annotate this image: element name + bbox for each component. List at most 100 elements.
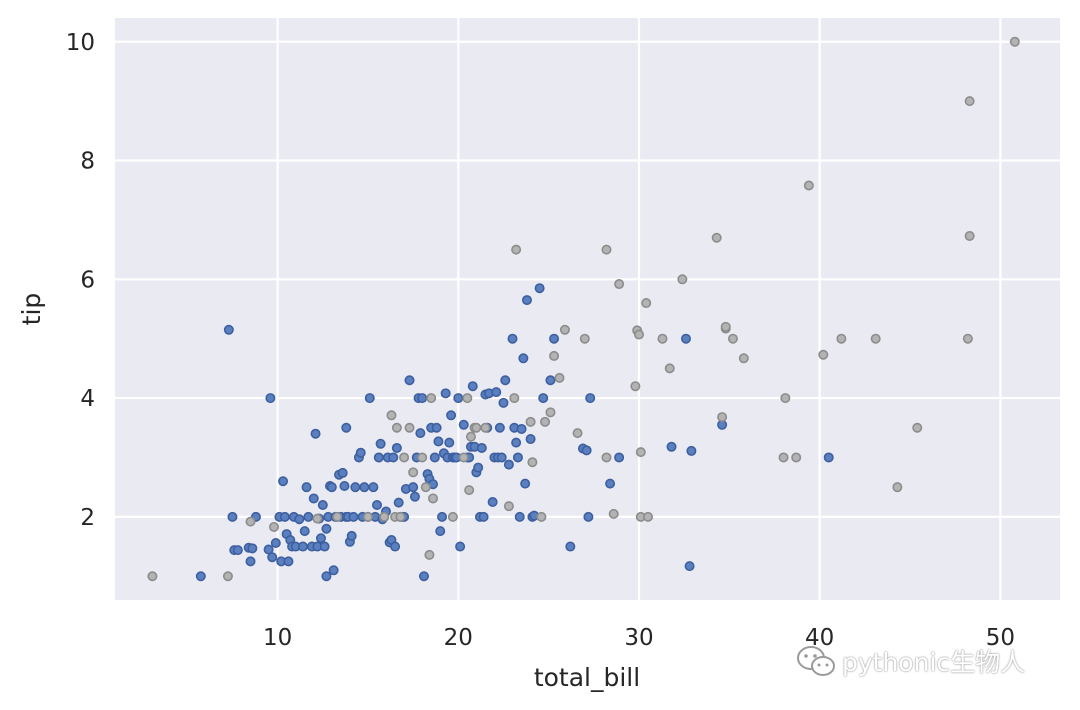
gray-data-point [420,482,431,493]
blue-data-point [315,533,326,544]
blue-data-point [467,381,478,392]
y-tick-label: 2 [80,505,95,531]
blue-data-point [227,511,238,522]
blue-data-point [278,476,289,487]
blue-data-point [417,393,428,404]
gray-data-point [803,180,814,191]
gray-data-point [643,511,654,522]
blue-data-point [388,452,399,463]
gray-data-point [657,333,668,344]
gray-data-point [717,412,728,423]
blue-data-point [487,497,498,508]
gray-data-point [536,511,547,522]
blue-data-point [375,438,386,449]
gray-data-point [426,393,437,404]
blue-data-point [308,493,319,504]
gray-data-point [549,350,560,361]
blue-data-point [507,333,518,344]
blue-data-point [247,543,258,554]
gray-data-point [614,279,625,290]
blue-data-point [321,571,332,582]
blue-data-point [418,571,429,582]
watermark: pythonic生物人 [796,641,1025,681]
blue-data-point [303,511,314,522]
gray-data-point [511,244,522,255]
blue-data-point [429,452,440,463]
gray-data-point [778,452,789,463]
blue-data-point [223,324,234,335]
gray-data-point [362,511,373,522]
data-points [147,36,1020,582]
blue-data-point [605,478,616,489]
blue-data-point [371,499,382,510]
gray-data-point [711,232,722,243]
blue-data-point [431,422,442,433]
blue-data-point [339,480,350,491]
blue-data-point [245,556,256,567]
blue-data-point [453,393,464,404]
blue-data-point [565,541,576,552]
gray-data-point [332,511,343,522]
blue-data-point [263,544,274,555]
gray-data-point [545,407,556,418]
blue-data-point [545,375,556,386]
blue-data-point [368,482,379,493]
gray-data-point [601,244,612,255]
blue-data-point [404,375,415,386]
blue-data-point [516,423,527,434]
blue-data-point [359,482,370,493]
blue-data-point [680,333,691,344]
gray-data-point [892,482,903,493]
gray-data-point [245,516,256,527]
blue-data-point [494,422,505,433]
gray-data-point [395,511,406,522]
gray-data-point [404,422,415,433]
blue-data-point [415,428,426,439]
x-tick-label: 10 [263,625,292,651]
blue-data-point [496,452,507,463]
gray-data-point [417,452,428,463]
gray-data-point [399,452,410,463]
blue-data-point [409,491,420,502]
blue-data-point [585,393,596,404]
blue-data-point [267,552,278,563]
blue-data-point [341,422,352,433]
gray-data-point [503,501,514,512]
blue-data-point [534,283,545,294]
gray-data-point [630,381,641,392]
blue-data-point [614,452,625,463]
blue-data-point [283,556,294,567]
blue-data-point [455,541,466,552]
blue-data-point [348,511,359,522]
gray-data-point [601,452,612,463]
gray-data-point [572,428,583,439]
gray-data-point [964,96,975,107]
blue-data-point [538,393,549,404]
blue-data-point [684,561,695,572]
gray-data-point [608,508,619,519]
y-axis-label: tip [17,293,46,326]
blue-data-point [270,537,281,548]
x-tick-label: 30 [624,625,653,651]
gray-data-point [386,410,397,421]
blue-data-point [393,497,404,508]
gray-data-point [509,393,520,404]
gray-data-point [391,422,402,433]
blue-data-point [491,387,502,398]
blue-data-point [435,526,446,537]
blue-data-point [279,511,290,522]
blue-data-point [299,526,310,537]
gray-data-point [635,447,646,458]
blue-data-point [232,545,243,556]
gray-data-point [269,521,280,532]
blue-data-point [520,478,531,489]
gray-data-point [222,571,233,582]
blue-data-point [310,428,321,439]
gray-data-point [540,416,551,427]
gray-data-point [554,372,565,383]
blue-data-point [686,445,697,456]
gray-data-point [836,333,847,344]
blue-data-point [549,333,560,344]
blue-data-point [476,442,487,453]
